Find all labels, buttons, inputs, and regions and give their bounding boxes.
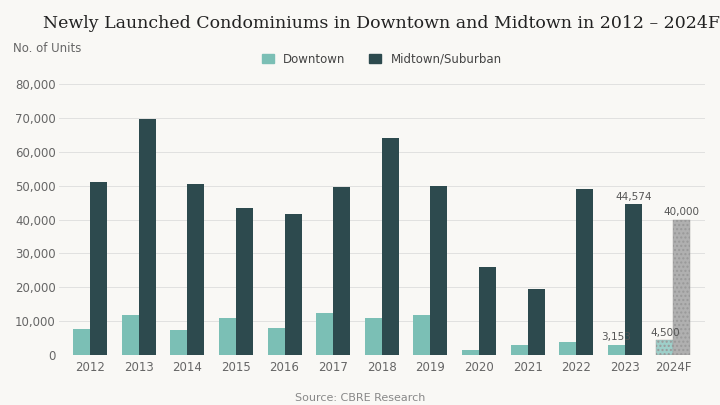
- Bar: [122, 315, 139, 355]
- Bar: [528, 289, 544, 355]
- Bar: [236, 208, 253, 355]
- Text: 4,500: 4,500: [650, 328, 680, 338]
- Bar: [333, 188, 350, 355]
- Bar: [73, 329, 90, 355]
- Bar: [268, 328, 284, 355]
- Text: 3,153: 3,153: [601, 332, 631, 342]
- Text: 44,574: 44,574: [615, 192, 652, 202]
- Bar: [608, 345, 625, 355]
- Bar: [187, 184, 204, 355]
- Bar: [657, 340, 673, 355]
- Legend: Downtown, Midtown/Suburban: Downtown, Midtown/Suburban: [262, 53, 502, 66]
- Bar: [382, 138, 399, 355]
- Bar: [90, 182, 107, 355]
- Bar: [559, 342, 576, 355]
- Bar: [171, 330, 187, 355]
- Text: No. of Units: No. of Units: [13, 43, 81, 55]
- Title: Newly Launched Condominiums in Downtown and Midtown in 2012 – 2024F: Newly Launched Condominiums in Downtown …: [43, 15, 720, 32]
- Bar: [413, 315, 431, 355]
- Bar: [139, 119, 156, 355]
- Bar: [284, 215, 302, 355]
- Bar: [479, 267, 496, 355]
- Bar: [576, 189, 593, 355]
- Bar: [219, 318, 236, 355]
- Bar: [462, 350, 479, 355]
- Bar: [365, 318, 382, 355]
- Bar: [316, 313, 333, 355]
- Text: Source: CBRE Research: Source: CBRE Research: [294, 393, 426, 403]
- Bar: [510, 345, 528, 355]
- Bar: [431, 185, 447, 355]
- Text: 40,000: 40,000: [664, 207, 700, 217]
- Bar: [625, 204, 642, 355]
- Bar: [673, 220, 690, 355]
